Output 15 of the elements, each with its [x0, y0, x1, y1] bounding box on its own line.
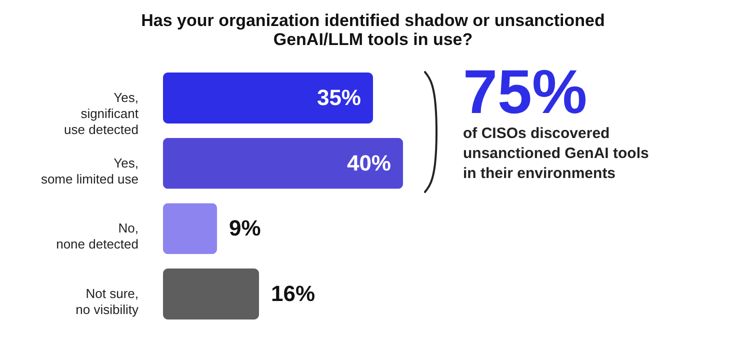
data-label: 9% [229, 216, 261, 241]
text: 75% [463, 58, 588, 127]
data-label: 16% [271, 280, 316, 306]
text: of CISOs discovered unsanctioned GenAI tools in their environments [463, 125, 649, 182]
y-tick-label: Yes, significant use detected [64, 90, 139, 138]
bar [163, 72, 373, 124]
bar [163, 203, 217, 254]
bar [163, 138, 403, 189]
data-label: 40% [346, 150, 391, 176]
bar [163, 268, 259, 320]
data-label: 35% [316, 85, 361, 110]
chart-title: Has your organization identified shadow or unsanctioned GenAI/LLM tools in use? [141, 11, 605, 49]
y-tick-label: No, none detected [56, 220, 138, 252]
y-tick-label: Not sure, no visibility [76, 286, 139, 317]
y-tick-label: Yes, some limited use [40, 155, 138, 186]
